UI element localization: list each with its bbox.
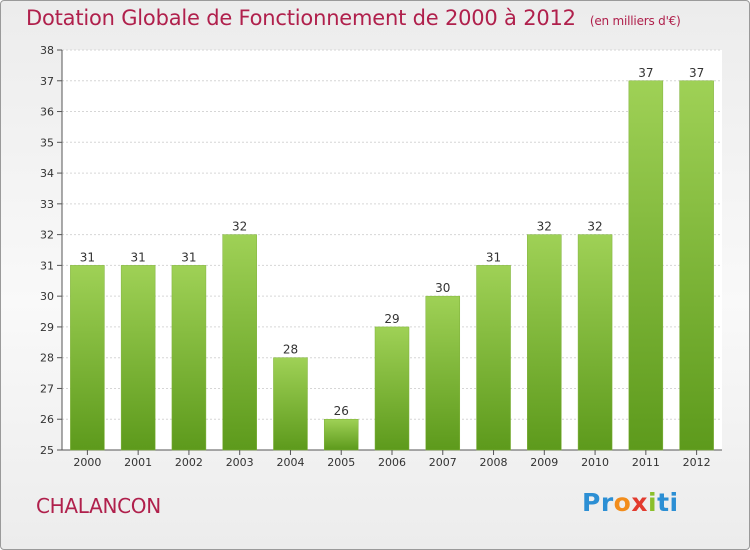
y-tick-label: 26 <box>40 413 54 426</box>
bar-2009 <box>527 234 562 451</box>
data-label-2006: 29 <box>384 312 399 326</box>
chart-title: Dotation Globale de Fonctionnement de 20… <box>26 6 681 30</box>
bar-2006 <box>374 326 410 451</box>
data-label-2009: 32 <box>537 220 552 234</box>
y-tick-label: 37 <box>40 75 54 88</box>
y-tick-label: 35 <box>40 136 54 149</box>
bar-2001 <box>120 265 156 451</box>
x-tick-label-2004: 2004 <box>276 456 304 469</box>
x-tick-label-2008: 2008 <box>480 456 508 469</box>
y-tick-label: 30 <box>40 290 54 303</box>
y-tick-label: 33 <box>40 198 54 211</box>
x-tick-label-2009: 2009 <box>530 456 558 469</box>
y-tick-label: 28 <box>40 352 54 365</box>
x-tick-label-2003: 2003 <box>226 456 254 469</box>
bar-2011 <box>628 80 664 451</box>
bar-2007 <box>425 295 461 451</box>
data-label-2005: 26 <box>334 404 349 418</box>
y-tick-label: 36 <box>40 106 54 119</box>
logo-part-1: Pr <box>582 488 614 517</box>
x-tick-label-2002: 2002 <box>175 456 203 469</box>
proxiti-logo: Proxiti <box>582 488 679 517</box>
logo-part-3: x <box>631 488 648 517</box>
x-tick-label-2001: 2001 <box>124 456 152 469</box>
x-tick-label-2010: 2010 <box>581 456 609 469</box>
x-tick-label-2000: 2000 <box>73 456 101 469</box>
x-tick-label-2007: 2007 <box>429 456 457 469</box>
data-label-2000: 31 <box>80 250 95 264</box>
y-tick-label: 27 <box>40 382 54 395</box>
y-tick-label: 34 <box>40 167 54 180</box>
bar-2008 <box>476 265 511 451</box>
bar-2002 <box>171 265 207 451</box>
chart-title-text: Dotation Globale de Fonctionnement de 20… <box>26 6 576 30</box>
data-label-2001: 31 <box>131 250 146 264</box>
data-label-2007: 30 <box>435 281 450 295</box>
y-tick-label: 25 <box>40 444 54 457</box>
logo-part-5: ti <box>657 488 679 517</box>
data-label-2003: 32 <box>232 220 247 234</box>
bar-2000 <box>70 265 105 451</box>
logo-part-2: o <box>613 488 632 517</box>
chart-subtitle: (en milliers d'€) <box>589 14 681 28</box>
x-tick-label-2012: 2012 <box>683 456 711 469</box>
x-tick-label-2011: 2011 <box>632 456 660 469</box>
bar-2010 <box>577 234 613 451</box>
data-label-2002: 31 <box>181 250 196 264</box>
data-label-2012: 37 <box>689 66 704 80</box>
data-label-2004: 28 <box>283 343 298 357</box>
y-tick-label: 32 <box>40 229 54 242</box>
x-tick-label-2005: 2005 <box>327 456 355 469</box>
x-tick-label-2006: 2006 <box>378 456 406 469</box>
data-label-2010: 32 <box>587 220 602 234</box>
bar-2004 <box>273 357 308 451</box>
logo-part-4: i <box>647 488 658 517</box>
bar-2012 <box>679 80 714 451</box>
commune-name: CHALANCON <box>36 494 161 518</box>
y-tick-label: 38 <box>40 44 54 57</box>
y-tick-label: 29 <box>40 321 54 334</box>
data-label-2011: 37 <box>638 66 653 80</box>
data-label-2008: 31 <box>486 250 501 264</box>
bar-2003 <box>222 234 257 451</box>
y-tick-label: 31 <box>40 259 54 272</box>
bar-2005 <box>323 418 359 451</box>
